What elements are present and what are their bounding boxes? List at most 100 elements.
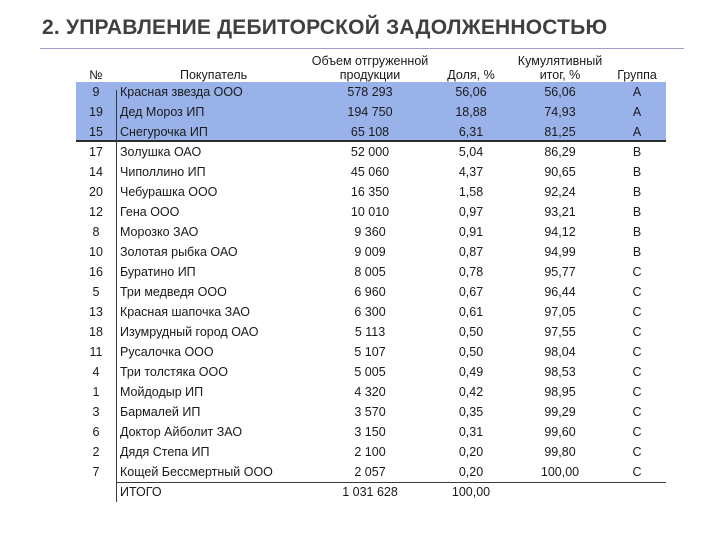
row-share: 0,20 (458, 445, 484, 459)
table-row: 8 Морозко ЗАО 9 360 0,91 94,12 B (76, 222, 666, 242)
row-cumulative: 98,95 (544, 385, 576, 399)
row-num: 11 (89, 345, 103, 359)
page-title: 2. УПРАВЛЕНИЕ ДЕБИТОРСКОЙ ЗАДОЛЖЕННОСТЬЮ (42, 16, 608, 39)
row-volume: 65 108 (350, 125, 390, 139)
row-share: 1,58 (458, 185, 484, 199)
row-cumulative: 99,60 (544, 425, 576, 439)
row-group: C (632, 425, 642, 439)
grid-vline (116, 90, 117, 502)
title-underline (40, 48, 684, 49)
row-group: C (632, 265, 642, 279)
row-volume: 194 750 (347, 105, 393, 119)
row-group: A (632, 85, 642, 99)
row-cumulative: 95,77 (544, 265, 576, 279)
header-num: № (89, 68, 103, 82)
row-volume: 9 360 (354, 225, 386, 239)
header-share: Доля, % (447, 68, 495, 82)
row-volume: 5 113 (354, 325, 386, 339)
row-volume: 6 300 (354, 305, 386, 319)
row-num: 2 (92, 445, 100, 459)
row-cumulative: 94,99 (544, 245, 576, 259)
row-share: 0,31 (458, 425, 484, 439)
row-group: C (632, 465, 642, 479)
row-buyer: Чиполлино ИП (120, 165, 206, 179)
row-num: 7 (92, 465, 100, 479)
row-num: 8 (92, 225, 100, 239)
row-num: 3 (92, 405, 100, 419)
table-row: 4 Три толстяка ООО 5 005 0,49 98,53 C (76, 362, 666, 382)
table-row: 19 Дед Мороз ИП 194 750 18,88 74,93 A (76, 102, 666, 122)
row-buyer: Золотая рыбка ОАО (120, 245, 238, 259)
row-buyer: Бармалей ИП (120, 405, 201, 419)
row-buyer: Мойдодыр ИП (120, 385, 204, 399)
row-share: 18,88 (455, 105, 487, 119)
row-num: 19 (89, 105, 103, 119)
row-group: B (632, 245, 642, 259)
header-buyer: Покупатель (180, 68, 248, 82)
row-num: 14 (89, 165, 103, 179)
row-share: 0,78 (458, 265, 484, 279)
row-num: 15 (89, 125, 103, 139)
row-volume: 45 060 (350, 165, 390, 179)
row-cumulative: 93,21 (544, 205, 576, 219)
row-buyer: Снегурочка ИП (120, 125, 208, 139)
row-buyer: Чебурашка ООО (120, 185, 218, 199)
total-volume: 1 031 628 (342, 485, 398, 499)
row-num: 10 (89, 245, 103, 259)
row-share: 0,87 (458, 245, 484, 259)
row-num: 12 (89, 205, 103, 219)
row-cumulative: 97,55 (544, 325, 576, 339)
row-volume: 6 960 (354, 285, 386, 299)
row-volume: 3 150 (354, 425, 386, 439)
row-num: 4 (92, 365, 100, 379)
receivables-table: № Покупатель Объем отгруженной продукции … (76, 50, 666, 502)
header-volume: Объем отгруженной продукции (311, 54, 429, 82)
row-group: B (632, 205, 642, 219)
row-share: 0,61 (458, 305, 484, 319)
row-share: 0,91 (458, 225, 484, 239)
row-cumulative: 98,53 (544, 365, 576, 379)
row-volume: 16 350 (350, 185, 390, 199)
row-share: 0,97 (458, 205, 484, 219)
table-row: 9 Красная звезда ООО 578 293 56,06 56,06 A (76, 82, 666, 102)
row-cumulative: 97,05 (544, 305, 576, 319)
row-volume: 8 005 (354, 265, 386, 279)
row-buyer: Морозко ЗАО (120, 225, 199, 239)
row-buyer: Дядя Степа ИП (120, 445, 210, 459)
table-row: 20 Чебурашка ООО 16 350 1,58 92,24 B (76, 182, 666, 202)
row-group: A (632, 105, 642, 119)
row-group: C (632, 325, 642, 339)
row-num: 18 (89, 325, 103, 339)
row-cumulative: 56,06 (544, 85, 576, 99)
row-buyer: Красная шапочка ЗАО (120, 305, 250, 319)
table-row: 16 Буратино ИП 8 005 0,78 95,77 C (76, 262, 666, 282)
row-group: A (632, 125, 642, 139)
row-cumulative: 100,00 (540, 465, 580, 479)
row-cumulative: 96,44 (544, 285, 576, 299)
row-group: C (632, 345, 642, 359)
row-group: B (632, 165, 642, 179)
row-buyer: Кощей Бессмертный ООО (120, 465, 273, 479)
row-group: C (632, 385, 642, 399)
row-share: 4,37 (458, 165, 484, 179)
row-buyer: Русалочка ООО (120, 345, 214, 359)
row-buyer: Буратино ИП (120, 265, 196, 279)
row-num: 1 (92, 385, 100, 399)
row-volume: 3 570 (354, 405, 386, 419)
row-volume: 52 000 (350, 145, 390, 159)
row-group: C (632, 365, 642, 379)
row-cumulative: 90,65 (544, 165, 576, 179)
row-volume: 9 009 (354, 245, 386, 259)
row-group: B (632, 145, 642, 159)
row-volume: 578 293 (347, 85, 393, 99)
row-group: B (632, 185, 642, 199)
row-num: 13 (89, 305, 103, 319)
row-group: C (632, 445, 642, 459)
table-row: 6 Доктор Айболит ЗАО 3 150 0,31 99,60 C (76, 422, 666, 442)
row-buyer: Золушка ОАО (120, 145, 202, 159)
row-share: 5,04 (458, 145, 484, 159)
row-cumulative: 98,04 (544, 345, 576, 359)
table-row: 14 Чиполлино ИП 45 060 4,37 90,65 B (76, 162, 666, 182)
row-buyer: Красная звезда ООО (120, 85, 243, 99)
row-buyer: Гена ООО (120, 205, 180, 219)
